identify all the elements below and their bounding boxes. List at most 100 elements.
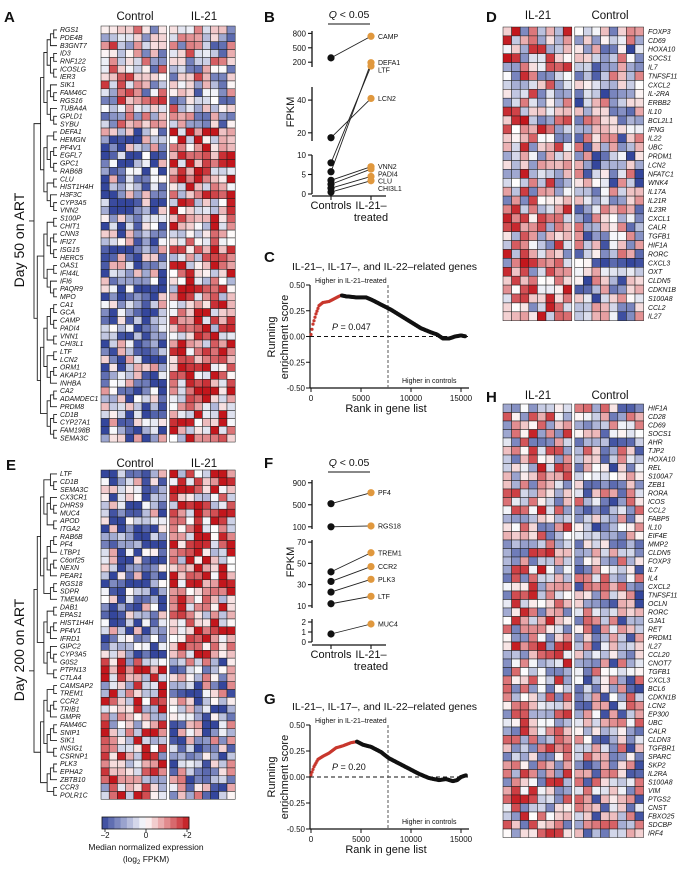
heatmap-cell [218,284,228,294]
heatmap-cell [554,769,564,779]
heatmap-cell [545,204,555,215]
heatmap-cell [177,650,187,659]
heatmap-cell [100,610,110,620]
heatmap-cell [554,480,564,490]
heatmap-cell [169,245,179,254]
heatmap-cell [574,133,584,143]
heatmap-cell [528,522,538,532]
heatmap-cell [158,300,167,309]
heatmap-cell [583,231,593,241]
heatmap-cell [583,777,593,787]
heatmap-cell [100,127,110,137]
heatmap-cell [545,35,555,46]
heatmap-cell [193,308,203,317]
heatmap-cell [108,57,118,66]
heatmap-cell [562,412,573,422]
heatmap-cell [562,258,573,268]
heatmap-cell [537,582,547,592]
gene-label: ZBTB10 [59,777,85,784]
heatmap-cell [591,160,601,170]
heatmap-cell [185,347,195,356]
heatmap-cell [193,418,203,427]
colorbar-swatch [120,817,128,829]
heatmap-cell [202,469,211,479]
gene-label: LTBP1 [60,550,81,557]
dendrogram-branch [49,237,54,255]
dendrogram-branch [53,319,57,329]
heatmap-cell [125,469,135,479]
gene-label: S100A7 [648,474,674,481]
heatmap-cell [226,767,236,777]
heatmap-cell [117,618,126,628]
heatmap-cell [634,222,644,232]
leading-edge-point [313,315,317,319]
heatmap-cell [185,292,195,301]
heatmap-cell [583,44,593,54]
g-p-value: P = 0.20 [332,762,366,772]
heatmap-cell [100,253,110,262]
heatmap-cell [117,355,126,364]
heatmap-cell [608,222,619,232]
heatmap-cell [100,119,110,129]
heatmap-cell [537,811,547,821]
heatmap-cell [158,704,167,714]
panel-letter-c: C [264,249,275,266]
dendrogram-branch [43,233,48,279]
heatmap-cell [519,195,530,206]
heatmap-cell [528,786,538,796]
heatmap-cell [185,532,195,541]
heatmap-cell [626,718,636,728]
heatmap-cell [193,237,203,247]
heatmap-cell [169,634,179,643]
heatmap-cell [185,548,195,557]
heatmap-cell [100,72,110,82]
heatmap-cell [554,454,564,464]
heatmap-cell [169,477,179,486]
heatmap-cell [554,62,564,72]
heatmap-cell [608,302,619,313]
heatmap-cell [202,151,211,160]
gene-label: ID3 [60,51,71,58]
heatmap-cell [626,616,636,626]
heatmap-cell [169,300,179,309]
heatmap-cell [210,308,220,317]
heatmap-cell [626,514,636,524]
heatmap-cell [149,269,159,278]
heatmap-cell [210,190,220,199]
heatmap-cell [133,316,143,325]
heatmap-cell [591,514,601,524]
heatmap-cell [562,249,573,259]
heatmap-cell [562,195,573,206]
heatmap-cell [574,437,584,447]
heatmap-cell [158,603,167,612]
gene-label: AHR [647,440,663,447]
heatmap-cell [617,195,627,206]
gene-label: RGS1 [60,27,79,34]
heatmap-cell [158,159,167,168]
treated-point [367,32,375,40]
heatmap-cell [125,587,135,596]
heatmap-cell [502,53,512,63]
heatmap-cell [226,673,236,682]
gene-point-label: LTF [378,594,390,601]
heatmap-h-header-control: Control [591,390,628,402]
heatmap-cell [149,426,159,435]
heatmap-cell [583,412,593,422]
heatmap-cell [600,573,610,583]
heatmap-cell [626,599,636,609]
heatmap-cell [562,471,573,481]
heatmap-cell [583,573,593,583]
heatmap-cell [502,35,512,46]
panel-letter-h: H [486,389,497,406]
heatmap-cell [626,667,636,677]
heatmap-cell [202,712,211,722]
heatmap-cell [133,595,143,604]
heatmap-cell [100,167,110,176]
heatmap-cell [185,426,195,435]
heatmap-cell [158,206,167,215]
heatmap-cell [554,80,564,90]
heatmap-cell [591,726,601,736]
heatmap-cell [537,718,547,728]
heatmap-cell [537,412,547,422]
dendrogram-branch [49,33,57,47]
